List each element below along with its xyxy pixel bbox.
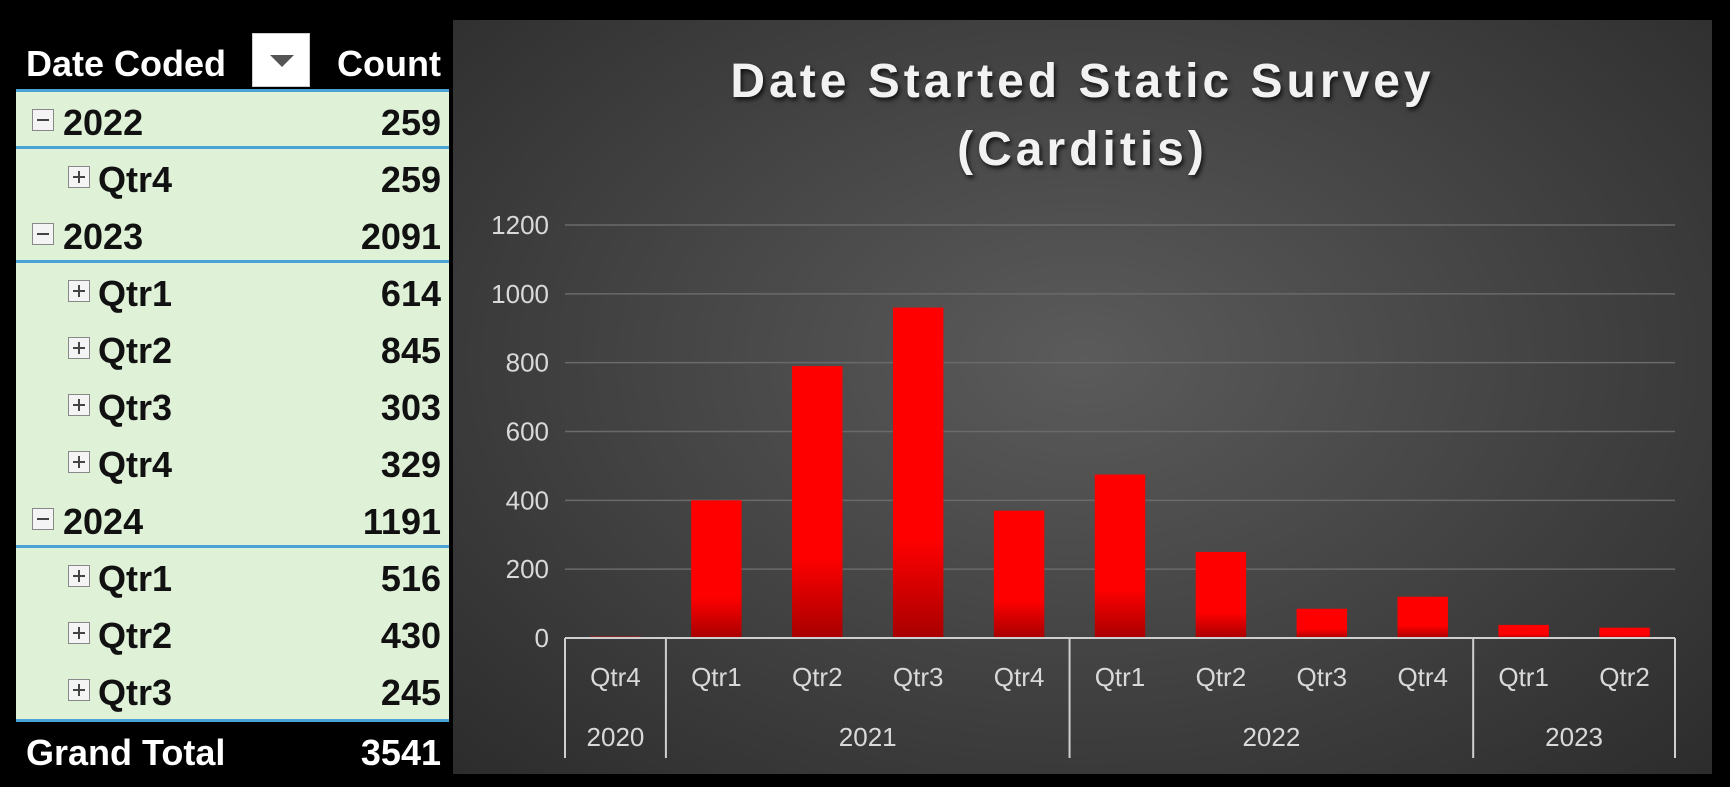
x-tick-label: Qtr3 (893, 662, 944, 692)
pivot-quarter-row: Qtr2 845 (16, 320, 449, 377)
chart-plot: 0 200 400 600 800 1000 1200 Qtr4 Qtr1 Qtr2 Qtr3 Qtr… (491, 210, 1676, 758)
y-tick-label: 600 (506, 417, 549, 447)
y-tick-label: 200 (506, 554, 549, 584)
pivot-row-label: Qtr4 (98, 444, 173, 485)
pivot-header-count: Count (337, 43, 441, 84)
expand-icon[interactable] (68, 394, 90, 416)
expand-icon[interactable] (68, 565, 90, 587)
y-tick-label: 0 (535, 623, 549, 653)
pivot-quarter-row: Qtr1 516 (16, 548, 449, 605)
y-tick-label: 1200 (491, 210, 549, 240)
pivot-row-label: Qtr1 (98, 273, 173, 314)
bar (1195, 551, 1247, 638)
pivot-header-label: Date Coded (26, 43, 227, 84)
pivot-row-value: 614 (380, 273, 441, 314)
pivot-quarter-row: Qtr4 259 (16, 149, 449, 206)
pivot-row-label: 2023 (63, 216, 144, 257)
pivot-table: Date Coded Count 2022 259 Qtr4 259 2023 2091 Q… (16, 33, 449, 784)
expand-icon[interactable] (68, 166, 90, 188)
pivot-row-label: Qtr2 (98, 330, 173, 371)
pivot-header: Date Coded Count (16, 33, 449, 92)
expand-icon[interactable] (68, 337, 90, 359)
x-group-label: 2020 (587, 722, 645, 752)
x-tick-label: Qtr1 (691, 662, 742, 692)
collapse-icon[interactable] (32, 508, 54, 530)
pivot-quarter-row: Qtr3 303 (16, 377, 449, 434)
pivot-row-value: 303 (380, 387, 441, 428)
x-tick-label: Qtr2 (1196, 662, 1247, 692)
x-tick-label: Qtr1 (1095, 662, 1146, 692)
x-group-label: 2022 (1242, 722, 1300, 752)
pivot-grand-total: Grand Total 3541 (16, 719, 449, 784)
pivot-quarter-row: Qtr1 614 (16, 263, 449, 320)
y-tick-label: 800 (506, 348, 549, 378)
x-group-label: 2021 (839, 722, 897, 752)
expand-icon[interactable] (68, 280, 90, 302)
collapse-icon[interactable] (32, 223, 54, 245)
pivot-row-label: Qtr3 (98, 387, 173, 428)
x-tick-label: Qtr4 (994, 662, 1045, 692)
expand-icon[interactable] (68, 622, 90, 644)
pivot-year-row: 2023 2091 (16, 206, 449, 263)
x-tick-label: Qtr4 (1397, 662, 1448, 692)
pivot-row-value: 516 (380, 558, 441, 599)
bar (1397, 596, 1448, 638)
x-tick-label: Qtr4 (590, 662, 641, 692)
pivot-row-label: Qtr4 (98, 159, 173, 200)
y-tick-label: 1000 (491, 279, 549, 309)
pivot-row-value: 329 (380, 444, 441, 485)
pivot-year-row: 2024 1191 (16, 491, 449, 548)
chart-title-line1: Date Started Static Survey (730, 55, 1435, 108)
x-tick-label: Qtr3 (1297, 662, 1348, 692)
pivot-body: 2022 259 Qtr4 259 2023 2091 Qtr1 614 Qtr2 845 Qtr3… (16, 92, 449, 719)
bar (792, 366, 843, 638)
expand-icon[interactable] (68, 451, 90, 473)
x-tick-label: Qtr2 (1599, 662, 1650, 692)
pivot-row-value: 245 (380, 672, 441, 713)
grand-total-value: 3541 (360, 732, 441, 773)
bar (993, 510, 1045, 638)
chart-title-line2: (Carditis) (957, 123, 1208, 176)
filter-dropdown-button[interactable] (252, 33, 310, 87)
pivot-row-label: 2024 (63, 501, 144, 542)
grand-total-label: Grand Total (26, 732, 226, 773)
x-tick-label: Qtr2 (792, 662, 843, 692)
pivot-quarter-row: Qtr3 245 (16, 662, 449, 719)
bar-chart: Date Started Static Survey (Carditis) 0 2… (453, 20, 1712, 774)
pivot-year-row: 2022 259 (16, 92, 449, 149)
bar (1296, 608, 1348, 638)
bar (1498, 624, 1549, 638)
chevron-down-icon (270, 55, 294, 67)
y-tick-label: 400 (506, 485, 549, 515)
bar (892, 307, 944, 638)
bar (1599, 627, 1650, 638)
pivot-quarter-row: Qtr2 430 (16, 605, 449, 662)
x-tick-label: Qtr1 (1498, 662, 1549, 692)
pivot-row-label: Qtr1 (98, 558, 173, 599)
pivot-row-label: Qtr2 (98, 615, 173, 656)
x-group-label: 2023 (1545, 722, 1603, 752)
pivot-row-value: 259 (380, 159, 441, 200)
pivot-quarter-row: Qtr4 329 (16, 434, 449, 491)
pivot-row-label: 2022 (63, 102, 144, 143)
pivot-row-label: Qtr3 (98, 672, 173, 713)
bar (1094, 474, 1146, 638)
pivot-row-value: 259 (380, 102, 441, 143)
collapse-icon[interactable] (32, 109, 54, 131)
pivot-row-value: 430 (380, 615, 441, 656)
expand-icon[interactable] (68, 679, 90, 701)
bar (691, 500, 742, 638)
pivot-row-value: 2091 (360, 216, 441, 257)
pivot-row-value: 1191 (362, 501, 441, 542)
pivot-row-value: 845 (380, 330, 441, 371)
